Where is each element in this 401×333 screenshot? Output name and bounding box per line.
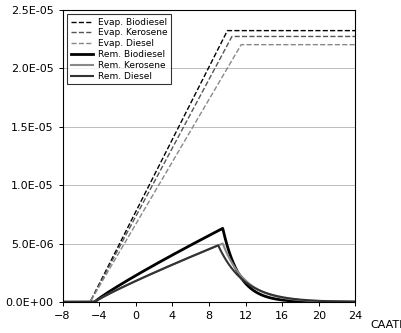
Rem. Kerosene xyxy=(344,300,348,304)
Line: Evap. Diesel: Evap. Diesel xyxy=(63,45,354,302)
Evap. Biodiesel xyxy=(344,29,348,33)
Evap. Biodiesel xyxy=(202,73,207,77)
Rem. Diesel xyxy=(215,243,220,247)
X-axis label: CAATDC: CAATDC xyxy=(370,320,401,330)
Line: Rem. Diesel: Rem. Diesel xyxy=(63,245,354,302)
Evap. Kerosene xyxy=(60,300,65,304)
Evap. Kerosene xyxy=(352,35,357,39)
Evap. Kerosene xyxy=(344,35,348,39)
Evap. Kerosene xyxy=(194,99,199,103)
Evap. Kerosene xyxy=(290,35,295,39)
Rem. Diesel xyxy=(344,300,348,304)
Evap. Biodiesel xyxy=(194,88,199,92)
Rem. Diesel xyxy=(75,300,80,304)
Rem. Biodiesel xyxy=(344,300,348,304)
Rem. Kerosene xyxy=(220,241,225,245)
Rem. Diesel xyxy=(290,297,295,301)
Rem. Kerosene xyxy=(344,300,348,304)
Evap. Kerosene xyxy=(202,85,207,89)
Rem. Kerosene xyxy=(60,300,65,304)
Evap. Diesel xyxy=(238,43,243,47)
Evap. Diesel xyxy=(344,43,348,47)
Line: Evap. Biodiesel: Evap. Biodiesel xyxy=(63,31,354,302)
Evap. Biodiesel xyxy=(60,300,65,304)
Rem. Biodiesel xyxy=(352,300,357,304)
Rem. Kerosene xyxy=(75,300,80,304)
Rem. Biodiesel xyxy=(194,240,199,244)
Rem. Diesel xyxy=(352,300,357,304)
Evap. Diesel xyxy=(194,117,199,121)
Evap. Biodiesel xyxy=(225,29,229,33)
Rem. Biodiesel xyxy=(75,300,80,304)
Rem. Kerosene xyxy=(202,249,207,253)
Line: Rem. Kerosene: Rem. Kerosene xyxy=(63,243,354,302)
Evap. Biodiesel xyxy=(352,29,357,33)
Evap. Kerosene xyxy=(229,35,234,39)
Line: Rem. Biodiesel: Rem. Biodiesel xyxy=(63,228,354,302)
Evap. Biodiesel xyxy=(290,29,295,33)
Evap. Kerosene xyxy=(75,300,80,304)
Rem. Diesel xyxy=(344,300,348,304)
Evap. Diesel xyxy=(344,43,348,47)
Evap. Biodiesel xyxy=(75,300,80,304)
Rem. Biodiesel xyxy=(220,226,225,230)
Evap. Diesel xyxy=(290,43,295,47)
Rem. Biodiesel xyxy=(344,300,348,304)
Evap. Diesel xyxy=(352,43,357,47)
Rem. Kerosene xyxy=(290,297,295,301)
Rem. Biodiesel xyxy=(202,236,207,240)
Rem. Diesel xyxy=(194,252,199,256)
Rem. Diesel xyxy=(60,300,65,304)
Line: Evap. Kerosene: Evap. Kerosene xyxy=(63,37,354,302)
Rem. Kerosene xyxy=(352,300,357,304)
Rem. Diesel xyxy=(202,249,207,253)
Evap. Diesel xyxy=(202,104,207,108)
Rem. Kerosene xyxy=(194,252,199,256)
Evap. Kerosene xyxy=(344,35,348,39)
Evap. Biodiesel xyxy=(344,29,348,33)
Evap. Diesel xyxy=(75,300,80,304)
Evap. Diesel xyxy=(60,300,65,304)
Rem. Biodiesel xyxy=(290,299,295,303)
Rem. Biodiesel xyxy=(60,300,65,304)
Legend: Evap. Biodiesel, Evap. Kerosene, Evap. Diesel, Rem. Biodiesel, Rem. Kerosene, Re: Evap. Biodiesel, Evap. Kerosene, Evap. D… xyxy=(67,14,170,84)
